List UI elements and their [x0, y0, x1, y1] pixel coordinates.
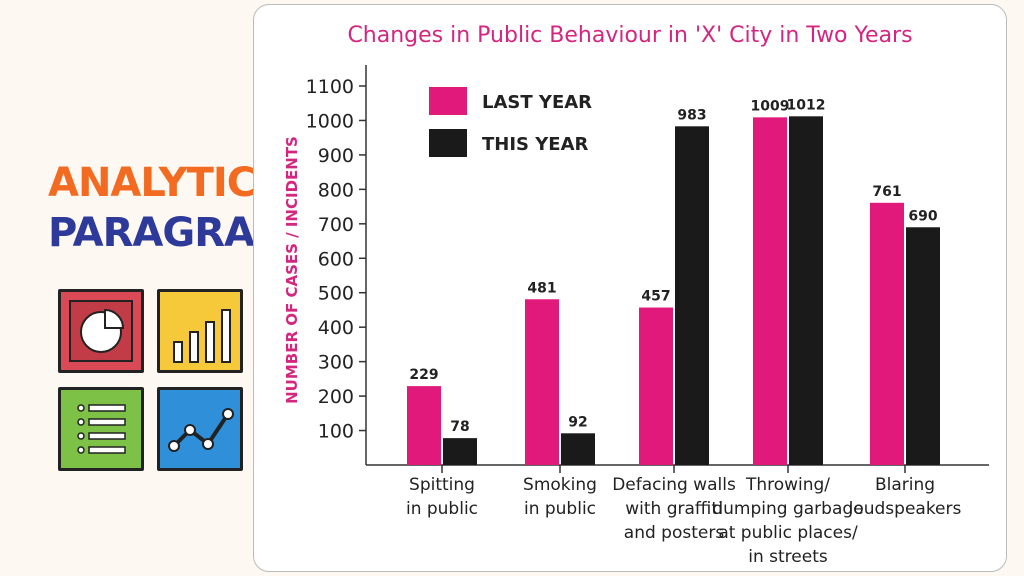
- data-label: 1009: [751, 98, 790, 114]
- bar-chart-icon: [157, 289, 243, 373]
- y-tick-label: 100: [318, 421, 354, 443]
- x-tick-label: in public: [406, 499, 478, 519]
- y-tick-label: 400: [318, 317, 354, 339]
- bar-last-year: [870, 202, 904, 465]
- x-tick-label: in streets: [748, 547, 828, 567]
- bar-this-year: [561, 433, 595, 465]
- x-tick-label: and posters: [624, 523, 725, 543]
- x-tick-label: loudspeakers: [849, 499, 962, 519]
- y-tick-label: 600: [318, 248, 354, 270]
- data-label: 229: [409, 367, 438, 383]
- bar-last-year: [407, 386, 441, 465]
- y-tick-label: 1100: [306, 76, 354, 98]
- data-label: 1012: [787, 97, 826, 113]
- x-tick-label: dumping garbage: [712, 499, 863, 519]
- x-tick-label: at public places/: [718, 523, 858, 543]
- y-tick-label: 700: [318, 214, 354, 236]
- y-tick-label: 1000: [306, 110, 354, 132]
- legend-swatch: [429, 129, 467, 157]
- data-label: 690: [908, 208, 937, 224]
- bar-this-year: [675, 126, 709, 465]
- legend-swatch: [429, 87, 467, 115]
- y-tick-label: 300: [318, 352, 354, 374]
- legend-label: THIS YEAR: [482, 134, 589, 155]
- x-tick-label: Spitting: [409, 475, 475, 495]
- bar-this-year: [906, 227, 940, 465]
- data-label: 761: [872, 184, 901, 200]
- bar-last-year: [639, 307, 673, 465]
- chart-title: Changes in Public Behaviour in 'X' City …: [347, 23, 913, 48]
- y-tick-label: 900: [318, 145, 354, 167]
- y-tick-label: 500: [318, 283, 354, 305]
- bar-this-year: [443, 438, 477, 465]
- x-tick-label: with graffiti: [625, 499, 723, 519]
- y-tick-label: 200: [318, 386, 354, 408]
- x-tick-label: Blaring: [875, 475, 935, 495]
- data-label: 92: [568, 414, 587, 430]
- x-tick-label: Smoking: [523, 475, 597, 495]
- bar-last-year: [525, 299, 559, 465]
- line-chart-icon: [157, 387, 243, 471]
- list-icon: [58, 387, 144, 471]
- x-tick-label: Throwing/: [745, 475, 830, 495]
- bar-chart: 100 200 300 400 500 600 700 800 900 1000 1100 NUMBE…: [283, 65, 989, 567]
- legend-label: LAST YEAR: [482, 92, 592, 113]
- data-label: 78: [450, 419, 469, 435]
- bar-last-year: [753, 117, 787, 465]
- data-label: 457: [641, 289, 670, 305]
- chart-card: Changes in Public Behaviour in 'X' City …: [253, 4, 1007, 572]
- x-tick-label: in public: [524, 499, 596, 519]
- y-tick-label: 800: [318, 179, 354, 201]
- x-tick-label: Defacing walls: [612, 475, 736, 495]
- y-axis-title: NUMBER OF CASES / INCIDENTS: [283, 136, 301, 404]
- pie-chart-icon: [58, 289, 144, 373]
- data-label: 481: [527, 280, 556, 296]
- data-label: 983: [677, 107, 706, 123]
- bar-this-year: [789, 116, 823, 465]
